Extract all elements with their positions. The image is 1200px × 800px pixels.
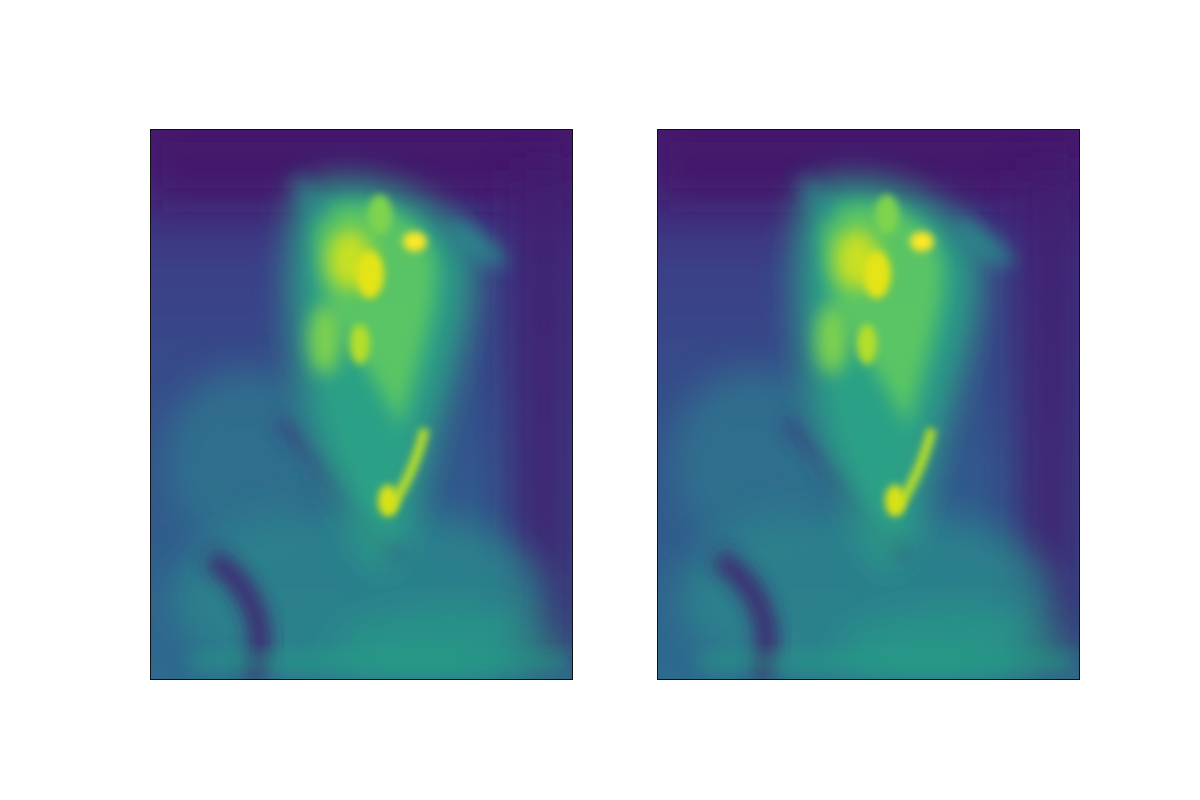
heatmap-left bbox=[151, 130, 572, 679]
heatmap-right bbox=[658, 130, 1079, 679]
heatmap-panel-right bbox=[657, 129, 1080, 680]
heatmap-panel-left bbox=[150, 129, 573, 680]
